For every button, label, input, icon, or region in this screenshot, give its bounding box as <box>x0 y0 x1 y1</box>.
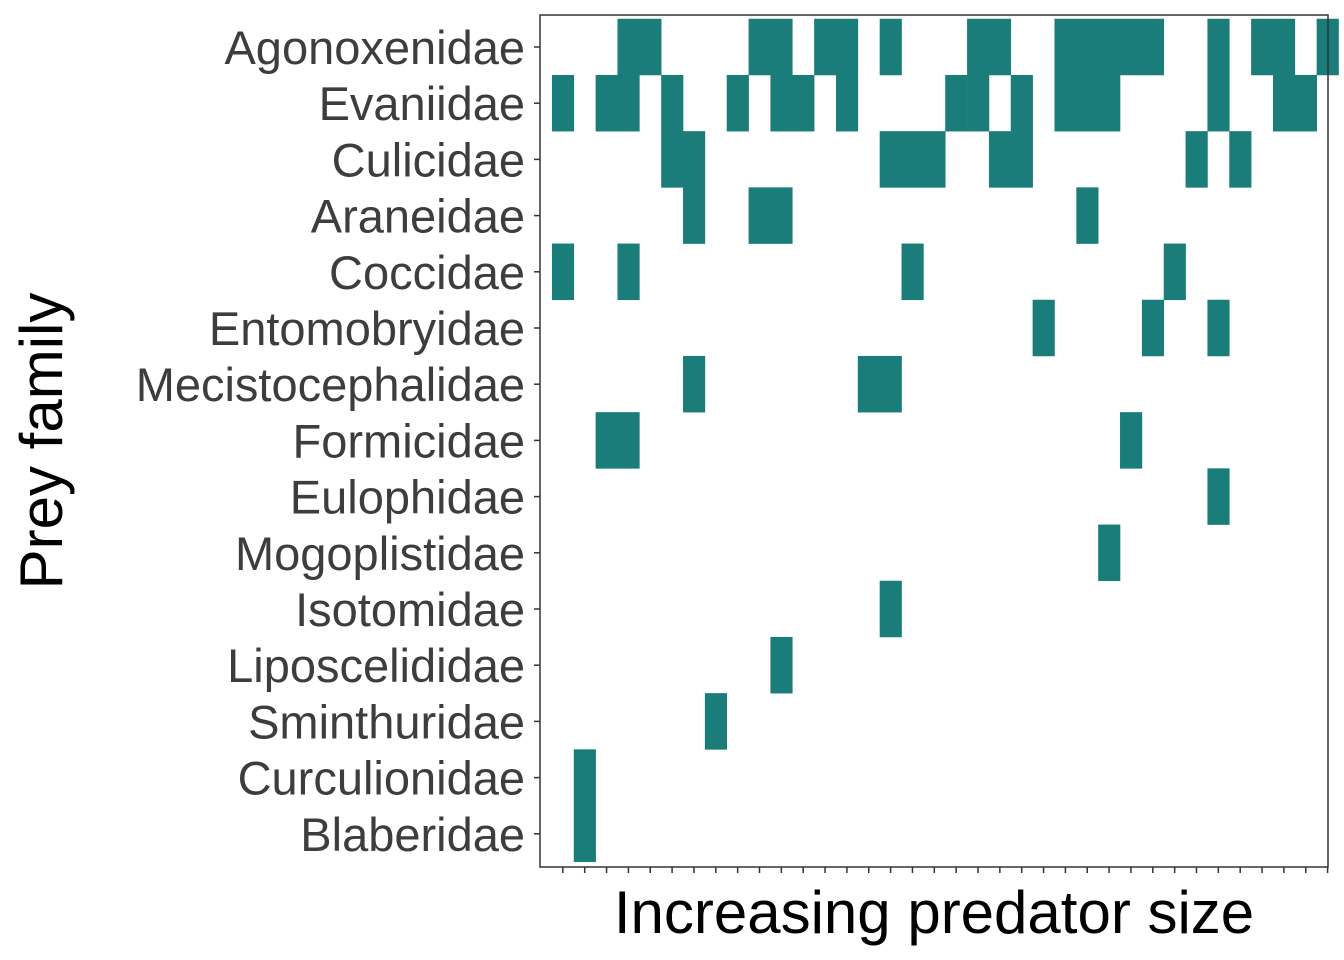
heatmap-cell <box>683 187 706 244</box>
heatmap-cell <box>617 74 640 132</box>
heatmap-cell <box>595 74 618 132</box>
heatmap-cell <box>595 412 618 469</box>
heatmap-cell <box>835 74 859 132</box>
heatmap-cell <box>551 74 575 132</box>
y-tick-label: Isotomidae <box>295 583 525 636</box>
heatmap-cell <box>923 131 946 188</box>
heatmap-cell <box>879 355 902 413</box>
heatmap-cell <box>988 18 1012 76</box>
heatmap-cell <box>770 187 793 244</box>
heatmap-cell <box>1229 131 1252 188</box>
heatmap-cell <box>1272 74 1296 132</box>
heatmap-cell <box>639 18 662 76</box>
heatmap-cell <box>1010 131 1033 188</box>
heatmap-cell <box>879 18 902 76</box>
heatmap-cell <box>901 243 924 301</box>
y-tick-label: Entomobryidae <box>209 302 525 355</box>
y-tick-label: Araneidae <box>311 190 525 243</box>
heatmap-cell <box>967 74 990 132</box>
heatmap-cells <box>551 18 1339 863</box>
heatmap-cell <box>1272 18 1296 76</box>
y-tick-label: Mecistocephalidae <box>136 358 525 411</box>
heatmap-cell <box>1120 412 1143 469</box>
heatmap-cell <box>1207 468 1230 525</box>
y-axis-title: Prey family <box>8 293 75 590</box>
y-tick-label: Eulophidae <box>290 471 525 524</box>
heatmap-cell <box>1076 18 1099 76</box>
heatmap-cell <box>879 580 902 638</box>
x-axis-title: Increasing predator size <box>614 879 1254 946</box>
heatmap-cell <box>1141 299 1165 357</box>
heatmap-cell <box>792 74 815 132</box>
heatmap-cell <box>1010 74 1033 132</box>
y-axis: AgonoxenidaeEvaniidaeCulicidaeAraneidaeC… <box>136 21 540 861</box>
heatmap-cell <box>1032 299 1055 357</box>
heatmap-cell <box>1098 74 1121 132</box>
heatmap-cell <box>770 18 793 76</box>
heatmap-cell <box>945 74 968 132</box>
heatmap-cell <box>661 74 684 132</box>
y-tick-label: Evaniidae <box>319 77 525 130</box>
heatmap-cell <box>835 18 859 76</box>
heatmap-cell <box>617 18 640 76</box>
heatmap-cell <box>879 131 902 188</box>
heatmap-cell <box>683 131 706 188</box>
y-tick-label: Liposcelididae <box>227 639 525 692</box>
heatmap-cell <box>1098 524 1121 582</box>
y-tick-label: Curculionidae <box>238 752 525 805</box>
heatmap-cell <box>1098 18 1121 76</box>
heatmap-cell <box>814 18 837 76</box>
heatmap-cell <box>617 243 640 301</box>
heatmap-cell <box>726 74 749 132</box>
heatmap-cell <box>1076 74 1099 132</box>
y-tick-label: Formicidae <box>293 414 525 467</box>
heatmap-cell <box>1120 18 1143 76</box>
heatmap-cell <box>704 693 728 750</box>
heatmap-cell <box>967 18 990 76</box>
heatmap-cell <box>573 805 596 863</box>
heatmap-cell <box>748 18 771 76</box>
y-tick-label: Culicidae <box>332 133 525 186</box>
heatmap-cell <box>901 131 924 188</box>
heatmap-cell <box>1163 243 1186 301</box>
y-tick-label: Blaberidae <box>300 808 525 861</box>
heatmap-cell <box>1185 131 1208 188</box>
y-tick-label: Sminthuridae <box>248 695 525 748</box>
heatmap-cell <box>573 749 596 806</box>
y-tick-label: Coccidae <box>329 246 525 299</box>
heatmap-cell <box>1207 18 1230 76</box>
heatmap-cell <box>1207 74 1230 132</box>
y-tick-label: Agonoxenidae <box>224 21 525 74</box>
heatmap-cell <box>1141 18 1165 76</box>
heatmap-cell <box>1251 18 1274 76</box>
heatmap-cell <box>748 187 771 244</box>
heatmap-cell <box>857 355 880 413</box>
heatmap-cell <box>770 74 793 132</box>
y-tick-label: Mogoplistidae <box>235 527 525 580</box>
heatmap-cell <box>1054 18 1077 76</box>
heatmap-cell <box>1054 74 1077 132</box>
x-axis <box>562 867 1329 873</box>
heatmap-cell <box>988 131 1012 188</box>
heatmap-cell <box>661 131 684 188</box>
heatmap-cell <box>551 243 575 301</box>
heatmap-cell <box>617 412 640 469</box>
heatmap-cell <box>683 355 706 413</box>
heatmap-cell <box>1294 74 1317 132</box>
heatmap-cell <box>1207 299 1230 357</box>
heatmap-cell <box>770 636 793 694</box>
heatmap-cell <box>1076 187 1099 244</box>
